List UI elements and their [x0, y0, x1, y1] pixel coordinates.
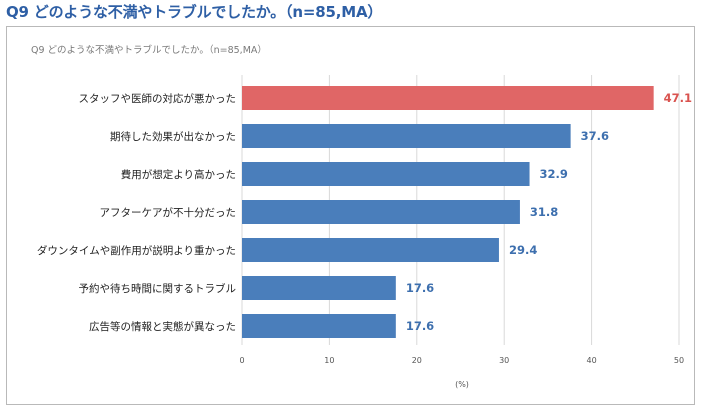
value-label: 47.1 — [664, 91, 692, 105]
value-label: 17.6 — [406, 319, 434, 333]
value-label: 31.8 — [530, 205, 558, 219]
category-label: スタッフや医師の対応が悪かった — [79, 92, 237, 105]
category-label: 予約や待ち時間に関するトラブル — [79, 282, 237, 295]
category-label: ダウンタイムや副作用が説明より重かった — [37, 244, 236, 257]
value-label: 32.9 — [540, 167, 568, 181]
bar — [242, 314, 396, 338]
chart-frame: Q9 どのような不満やトラブルでしたか。（n=85,MA） 0 10 20 30 40 5… — [6, 26, 695, 405]
x-tick-label: 40 — [587, 356, 597, 365]
category-label: アフターケアが不十分だった — [100, 206, 237, 219]
bar — [242, 200, 520, 224]
bar — [242, 238, 499, 262]
x-axis-label: (%) — [455, 380, 469, 389]
chart-title: Q9 どのような不満やトラブルでしたか。（n=85,MA） — [31, 44, 267, 56]
category-label: 期待した効果が出なかった — [110, 130, 236, 143]
value-label: 37.6 — [581, 129, 609, 143]
x-tick-label: 0 — [239, 356, 244, 365]
bar — [242, 276, 396, 300]
bars — [242, 86, 654, 338]
x-tick-label: 10 — [324, 356, 334, 365]
value-label: 29.4 — [509, 243, 537, 257]
bar-chart: Q9 どのような不満やトラブルでしたか。（n=85,MA） 0 10 20 30 40 5… — [31, 44, 692, 389]
page-title: Q9 どのような不満やトラブルでしたか。（n=85,MA） — [6, 3, 383, 21]
value-label: 17.6 — [406, 281, 434, 295]
x-tick-label: 20 — [412, 356, 422, 365]
bar — [242, 86, 654, 110]
bar — [242, 124, 571, 148]
category-label: 広告等の情報と実態が異なった — [89, 320, 236, 333]
bar — [242, 162, 530, 186]
labels: 0 10 20 30 40 50 スタッフや医師の対応が悪かった 47.1 期待した効果が出なか… — [37, 91, 692, 365]
category-label: 費用が想定より高かった — [121, 168, 236, 181]
x-tick-label: 30 — [499, 356, 509, 365]
x-tick-label: 50 — [674, 356, 684, 365]
